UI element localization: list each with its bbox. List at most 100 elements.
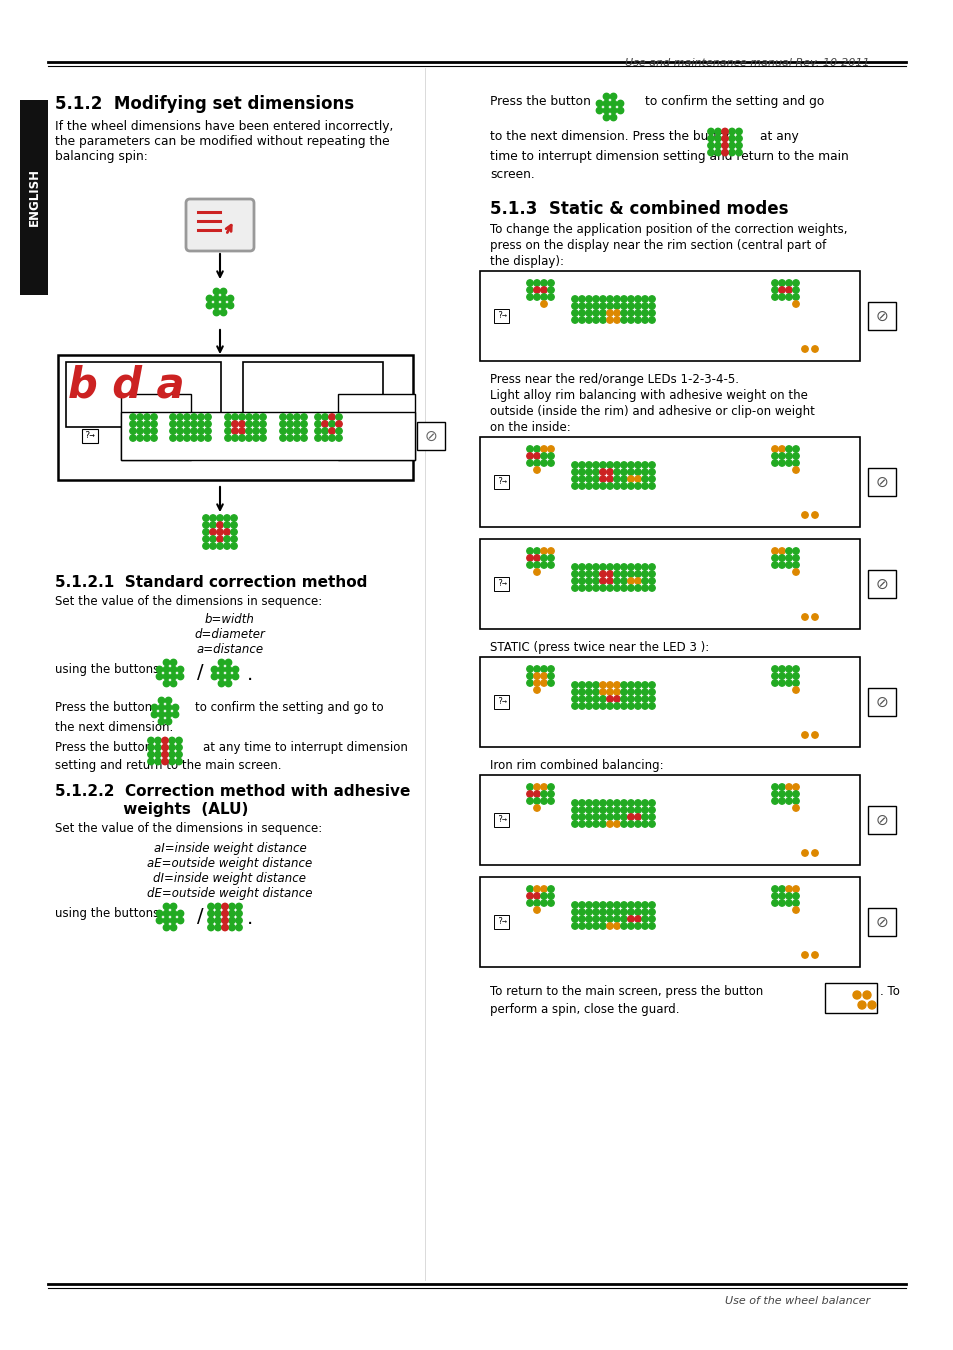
- Circle shape: [606, 902, 613, 909]
- Circle shape: [329, 435, 335, 441]
- Circle shape: [191, 435, 197, 441]
- Circle shape: [534, 805, 539, 811]
- Circle shape: [585, 915, 592, 922]
- Circle shape: [314, 428, 321, 435]
- Circle shape: [578, 703, 584, 709]
- Circle shape: [606, 695, 613, 702]
- Circle shape: [229, 917, 235, 923]
- Circle shape: [191, 421, 197, 427]
- Text: .: .: [247, 909, 253, 927]
- Circle shape: [300, 414, 307, 420]
- Circle shape: [229, 910, 235, 917]
- Circle shape: [571, 578, 578, 585]
- Circle shape: [246, 414, 252, 420]
- Circle shape: [197, 435, 204, 441]
- Circle shape: [648, 923, 655, 929]
- Bar: [867, 806, 895, 834]
- Circle shape: [163, 910, 170, 917]
- Circle shape: [634, 483, 640, 489]
- Circle shape: [534, 279, 539, 286]
- Circle shape: [606, 915, 613, 922]
- Circle shape: [148, 744, 154, 751]
- Circle shape: [235, 903, 242, 910]
- Circle shape: [130, 435, 136, 441]
- Circle shape: [811, 614, 818, 620]
- Text: balancing spin:: balancing spin:: [55, 150, 148, 163]
- Circle shape: [578, 475, 584, 482]
- Circle shape: [156, 667, 163, 672]
- Circle shape: [175, 737, 182, 744]
- Bar: [479, 775, 859, 865]
- Circle shape: [606, 703, 613, 709]
- Circle shape: [534, 562, 539, 568]
- Circle shape: [208, 910, 214, 917]
- Circle shape: [801, 732, 807, 738]
- Circle shape: [540, 680, 547, 686]
- Circle shape: [221, 925, 228, 930]
- Circle shape: [163, 659, 170, 666]
- Text: Set the value of the dimensions in sequence:: Set the value of the dimensions in seque…: [55, 822, 322, 836]
- Circle shape: [329, 421, 335, 427]
- Circle shape: [592, 468, 598, 475]
- Circle shape: [224, 529, 230, 535]
- Circle shape: [620, 807, 626, 813]
- Circle shape: [526, 798, 533, 805]
- Circle shape: [792, 467, 799, 474]
- Bar: [337, 394, 415, 460]
- Circle shape: [606, 807, 613, 813]
- Circle shape: [294, 421, 300, 427]
- Circle shape: [578, 799, 584, 806]
- Circle shape: [210, 536, 216, 543]
- Bar: [479, 437, 859, 526]
- Circle shape: [592, 462, 598, 468]
- Circle shape: [620, 915, 626, 922]
- Circle shape: [540, 886, 547, 892]
- Circle shape: [547, 784, 554, 790]
- Text: ?→: ?→: [497, 579, 506, 589]
- Circle shape: [599, 814, 605, 821]
- Circle shape: [571, 915, 578, 922]
- Circle shape: [627, 799, 634, 806]
- Circle shape: [627, 807, 634, 813]
- Circle shape: [220, 309, 227, 316]
- Circle shape: [227, 296, 233, 301]
- Circle shape: [634, 564, 640, 570]
- Circle shape: [634, 799, 640, 806]
- Text: 5.1.2.1  Standard correction method: 5.1.2.1 Standard correction method: [55, 575, 367, 590]
- Circle shape: [721, 142, 727, 148]
- Circle shape: [206, 296, 213, 301]
- Circle shape: [526, 555, 533, 562]
- Circle shape: [641, 807, 647, 813]
- Circle shape: [771, 294, 778, 300]
- Circle shape: [526, 791, 533, 798]
- Circle shape: [778, 672, 784, 679]
- Text: aI=inside weight distance: aI=inside weight distance: [153, 842, 306, 855]
- Circle shape: [627, 317, 634, 323]
- Circle shape: [811, 849, 818, 856]
- Text: perform a spin, close the guard.: perform a spin, close the guard.: [490, 1003, 679, 1017]
- Circle shape: [235, 925, 242, 930]
- Circle shape: [540, 798, 547, 805]
- Text: at any time to interrupt dimension: at any time to interrupt dimension: [203, 741, 408, 755]
- Circle shape: [314, 435, 321, 441]
- Circle shape: [540, 548, 547, 555]
- Circle shape: [175, 759, 182, 764]
- Circle shape: [728, 135, 735, 142]
- Circle shape: [547, 294, 554, 300]
- Circle shape: [238, 414, 245, 420]
- Circle shape: [613, 468, 619, 475]
- Circle shape: [785, 562, 791, 568]
- Circle shape: [176, 435, 183, 441]
- Circle shape: [592, 902, 598, 909]
- Circle shape: [634, 682, 640, 688]
- Circle shape: [634, 317, 640, 323]
- Bar: [66, 362, 221, 427]
- Circle shape: [321, 414, 328, 420]
- Circle shape: [279, 428, 286, 435]
- Circle shape: [210, 529, 216, 535]
- Text: setting and return to the main screen.: setting and return to the main screen.: [55, 759, 281, 772]
- Circle shape: [534, 886, 539, 892]
- Circle shape: [599, 571, 605, 578]
- Circle shape: [231, 536, 237, 543]
- Text: ?→: ?→: [497, 312, 506, 320]
